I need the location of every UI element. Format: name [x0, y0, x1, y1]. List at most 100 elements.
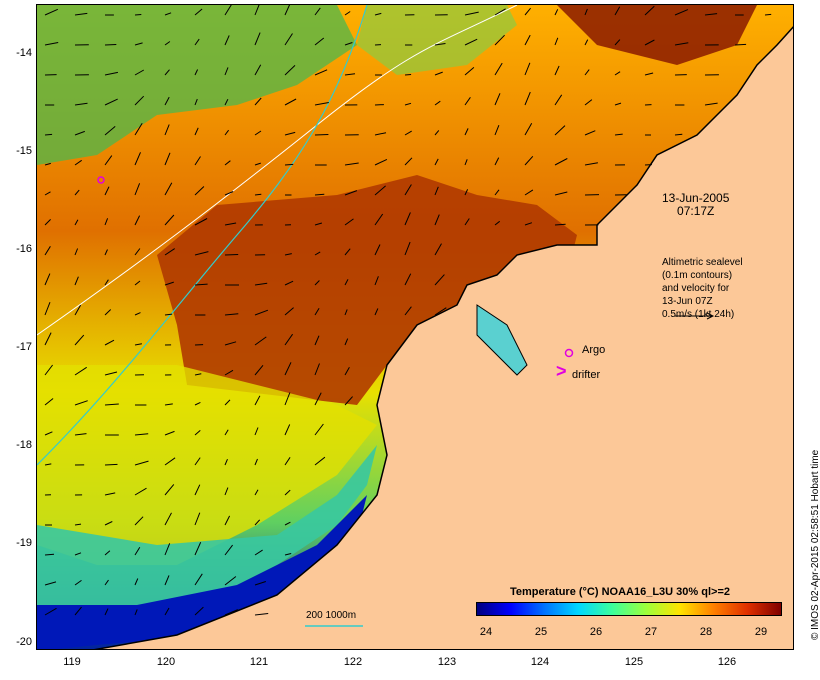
bathy-1000m-contour [37, 5, 368, 466]
velocity-arrow [404, 130, 412, 136]
velocity-arrow [284, 392, 291, 406]
velocity-arrow [434, 243, 442, 256]
king-sound [476, 304, 528, 376]
velocity-arrow [224, 487, 229, 496]
velocity-arrow [404, 184, 412, 196]
velocity-arrow [194, 186, 205, 196]
legend-line: 13-Jun 07Z [662, 296, 713, 307]
velocity-arrow [284, 424, 291, 436]
velocity-arrow [194, 457, 201, 466]
velocity-arrow [44, 553, 55, 556]
lon-label: 120 [156, 656, 176, 668]
velocity-arrow [434, 274, 445, 286]
velocity-arrow [434, 71, 443, 76]
velocity-arrow [614, 102, 622, 106]
velocity-arrow [224, 313, 239, 316]
velocity-arrow [224, 129, 230, 136]
velocity-arrow [434, 100, 441, 106]
velocity-arrow [254, 427, 259, 436]
velocity-arrow [344, 309, 348, 316]
velocity-arrow [314, 251, 321, 256]
velocity-arrow [224, 98, 229, 106]
velocity-arrow [284, 362, 292, 376]
velocity-arrow [494, 125, 500, 136]
velocity-arrow [464, 128, 469, 136]
argo-float-marker[interactable] [97, 176, 105, 184]
velocity-arrow [194, 373, 202, 376]
velocity-arrow [254, 519, 261, 526]
velocity-arrow [284, 280, 294, 286]
velocity-arrow [134, 343, 142, 346]
velocity-arrow [104, 44, 117, 46]
velocity-arrow [74, 276, 79, 286]
lat-label: -16 [16, 243, 32, 255]
lat-label: -20 [16, 636, 32, 648]
velocity-arrow [44, 607, 57, 616]
velocity-arrow [104, 309, 112, 316]
velocity-arrow [194, 69, 199, 76]
velocity-arrow [194, 401, 201, 406]
velocity-arrow [344, 396, 353, 406]
velocity-arrow [164, 69, 170, 76]
velocity-arrow [344, 366, 350, 376]
velocity-arrow [494, 220, 501, 226]
velocity-arrow [554, 223, 566, 226]
temperature-colorbar [476, 602, 782, 616]
velocity-arrow [224, 254, 239, 256]
map-area[interactable] [36, 4, 794, 650]
velocity-arrow [134, 546, 141, 556]
velocity-arrow [554, 65, 560, 76]
velocity-arrow [254, 64, 262, 76]
velocity-arrow [464, 11, 479, 16]
velocity-arrow [374, 185, 386, 196]
velocity-arrow [224, 5, 232, 16]
velocity-arrow [434, 130, 440, 136]
velocity-arrow [134, 42, 143, 46]
lon-label: 123 [437, 656, 457, 668]
legend-line: Altimetric sealevel [662, 257, 743, 268]
velocity-arrow [494, 157, 500, 166]
velocity-arrow [164, 281, 174, 286]
velocity-arrow [554, 125, 566, 136]
velocity-arrow [224, 576, 237, 586]
velocity-arrow [194, 283, 208, 286]
velocity-arrow [554, 94, 563, 106]
velocity-arrow [584, 99, 593, 106]
velocity-arrow [314, 7, 321, 16]
velocity-arrow [554, 158, 568, 166]
velocity-arrow [194, 484, 201, 496]
argo-label: Argo [582, 344, 606, 356]
velocity-arrow [164, 430, 175, 436]
velocity-arrow [614, 39, 621, 46]
velocity-arrow [314, 134, 329, 136]
velocity-arrow [74, 606, 82, 616]
velocity-arrow [134, 95, 145, 106]
velocity-arrow [494, 189, 500, 196]
velocity-arrow [194, 218, 208, 226]
velocity-arrow [554, 191, 568, 196]
velocity-arrow [344, 190, 358, 196]
velocity-arrow [44, 431, 53, 436]
velocity-arrow [314, 335, 320, 346]
velocity-arrow [314, 69, 328, 76]
velocity-arrow [164, 124, 170, 136]
velocity-arrow [314, 37, 325, 46]
velocity-arrow [104, 608, 109, 616]
velocity-arrow [464, 189, 469, 196]
velocity-arrow [194, 541, 202, 556]
velocity-arrow [494, 62, 503, 76]
velocity-arrow [164, 484, 175, 496]
velocity-arrow [194, 606, 204, 616]
velocity-arrow [134, 578, 139, 586]
colorbar-tick: 28 [699, 626, 713, 638]
velocity-arrow [254, 581, 266, 586]
legend-line: and velocity for [662, 283, 730, 294]
velocity-arrow [134, 215, 141, 226]
velocity-arrow [44, 273, 51, 286]
velocity-arrow [344, 338, 349, 346]
velocity-arrow [704, 13, 718, 16]
velocity-arrow [314, 280, 320, 286]
velocity-arrow [314, 456, 326, 466]
velocity-arrow [494, 93, 501, 106]
velocity-arrow [224, 222, 237, 226]
